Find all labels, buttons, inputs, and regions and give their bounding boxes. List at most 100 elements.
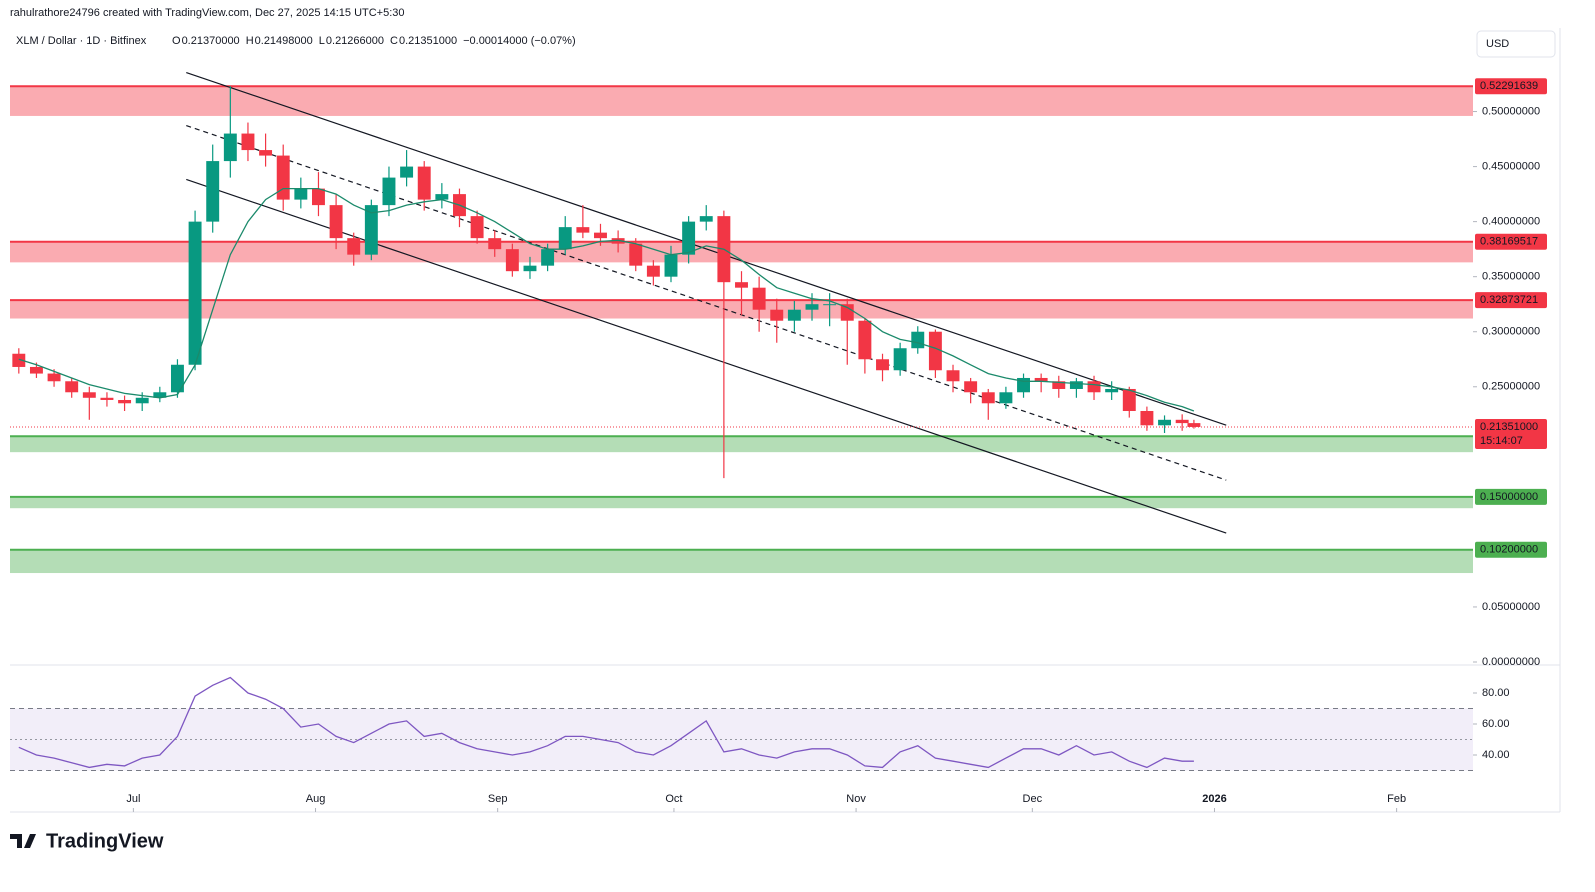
candle-body bbox=[1175, 419, 1189, 424]
y-tick-label: 0.50000000 bbox=[1482, 105, 1540, 117]
candle-body bbox=[100, 397, 114, 400]
zone-price-label: 0.38169517 bbox=[1480, 236, 1538, 248]
y-tick-label: 0.35000000 bbox=[1482, 271, 1540, 283]
candle-body bbox=[664, 254, 678, 277]
zone-price-label: 0.10200000 bbox=[1480, 544, 1538, 556]
brand: TradingView bbox=[46, 830, 164, 852]
candle-body bbox=[735, 282, 748, 288]
x-tick-label: 2026 bbox=[1202, 793, 1226, 805]
legend-value: 0.21351000 bbox=[399, 35, 457, 47]
zone-price-tag bbox=[1475, 541, 1547, 558]
candle-body bbox=[259, 150, 273, 156]
candle-body bbox=[858, 320, 872, 360]
candle-body bbox=[1158, 419, 1171, 426]
candle-body bbox=[770, 309, 784, 321]
x-tick-label: Sep bbox=[488, 793, 508, 805]
candle-body bbox=[840, 304, 854, 321]
candle-body bbox=[699, 216, 713, 222]
candle-body bbox=[646, 265, 660, 277]
y-tick-label: 0.40000000 bbox=[1482, 216, 1540, 228]
candle-body bbox=[1122, 388, 1136, 411]
candle-body bbox=[364, 205, 378, 255]
zone-price-tag bbox=[1475, 78, 1547, 95]
candle-body bbox=[629, 243, 643, 266]
candle-body bbox=[682, 221, 696, 255]
rsi-y-tick-label: 80.00 bbox=[1482, 687, 1510, 699]
moving-average bbox=[18, 187, 1195, 412]
candle-body bbox=[118, 399, 132, 404]
zone-price-label: 0.32873721 bbox=[1480, 294, 1538, 306]
candle-body bbox=[400, 166, 414, 178]
candle-body bbox=[488, 238, 502, 250]
legend-value: 0.21266000 bbox=[326, 35, 384, 47]
candle-body bbox=[241, 133, 255, 151]
zone bbox=[10, 496, 1473, 509]
candle-body bbox=[135, 397, 149, 404]
candle-body bbox=[911, 331, 925, 349]
candle-body bbox=[805, 304, 819, 310]
trendline bbox=[186, 124, 1227, 481]
candle-body bbox=[523, 265, 537, 272]
logo-icon bbox=[10, 834, 36, 848]
candle-body bbox=[981, 392, 995, 404]
x-tick-label: Dec bbox=[1023, 793, 1043, 805]
currency-button[interactable] bbox=[1476, 30, 1556, 58]
rsi-y-tick-label: 40.00 bbox=[1482, 749, 1510, 761]
candle-body bbox=[153, 392, 167, 398]
symbol: XLM / Dollar · 1D · Bitfinex bbox=[16, 35, 147, 47]
candle-body bbox=[928, 331, 942, 371]
zone-price-tag bbox=[1475, 292, 1547, 309]
legend-key: H bbox=[246, 35, 254, 47]
candle-body bbox=[594, 232, 607, 239]
last-price-tag bbox=[1475, 418, 1547, 449]
candle-body bbox=[876, 359, 889, 371]
candle-body bbox=[347, 238, 361, 255]
candle-body bbox=[382, 177, 396, 206]
candle-body bbox=[188, 221, 202, 365]
candle-body bbox=[541, 249, 555, 266]
candle-body bbox=[82, 392, 96, 398]
zone-price-tag bbox=[1475, 488, 1547, 505]
zone-price-label: 0.52291639 bbox=[1480, 80, 1538, 92]
candle-body bbox=[29, 366, 43, 374]
legend-key: C bbox=[390, 35, 398, 47]
candle-body bbox=[1140, 410, 1154, 426]
candle-body bbox=[576, 227, 590, 233]
rsi-y-tick-label: 60.00 bbox=[1482, 718, 1510, 730]
candle-body bbox=[206, 161, 220, 222]
zone-price-label: 0.15000000 bbox=[1480, 491, 1538, 503]
candle-body bbox=[999, 392, 1013, 404]
legend-key: O bbox=[172, 35, 181, 47]
y-tick-label: 0.25000000 bbox=[1482, 381, 1540, 393]
x-tick-label: Jul bbox=[126, 793, 140, 805]
x-tick-label: Nov bbox=[846, 793, 866, 805]
x-tick-label: Oct bbox=[665, 793, 682, 805]
candle-body bbox=[1052, 381, 1066, 389]
y-tick-label: 0.00000000 bbox=[1482, 656, 1540, 668]
zone bbox=[10, 549, 1473, 574]
candle-body bbox=[329, 205, 343, 239]
candle-body bbox=[170, 364, 184, 393]
rsi-line bbox=[18, 676, 1194, 769]
candle-body bbox=[1034, 377, 1048, 382]
candle-body bbox=[1069, 381, 1083, 389]
candle-body bbox=[823, 304, 837, 306]
countdown: 15:14:07 bbox=[1480, 435, 1523, 447]
last-price-label: 0.21351000 bbox=[1480, 421, 1538, 433]
candle-body bbox=[893, 348, 907, 371]
legend-value: 0.21498000 bbox=[255, 35, 313, 47]
candle-body bbox=[946, 370, 960, 382]
candle-body bbox=[558, 227, 572, 250]
candle-body bbox=[223, 133, 237, 162]
candle-body bbox=[294, 188, 308, 200]
candle-body bbox=[1087, 381, 1101, 393]
x-tick-label: Aug bbox=[306, 793, 326, 805]
candle-body bbox=[12, 353, 26, 367]
logo: TradingView bbox=[10, 830, 164, 852]
zone-price-tag bbox=[1475, 233, 1547, 250]
candle-body bbox=[1105, 388, 1119, 393]
candle-body bbox=[417, 166, 431, 200]
legend-value: 0.21370000 bbox=[182, 35, 240, 47]
trendline bbox=[186, 72, 1227, 426]
